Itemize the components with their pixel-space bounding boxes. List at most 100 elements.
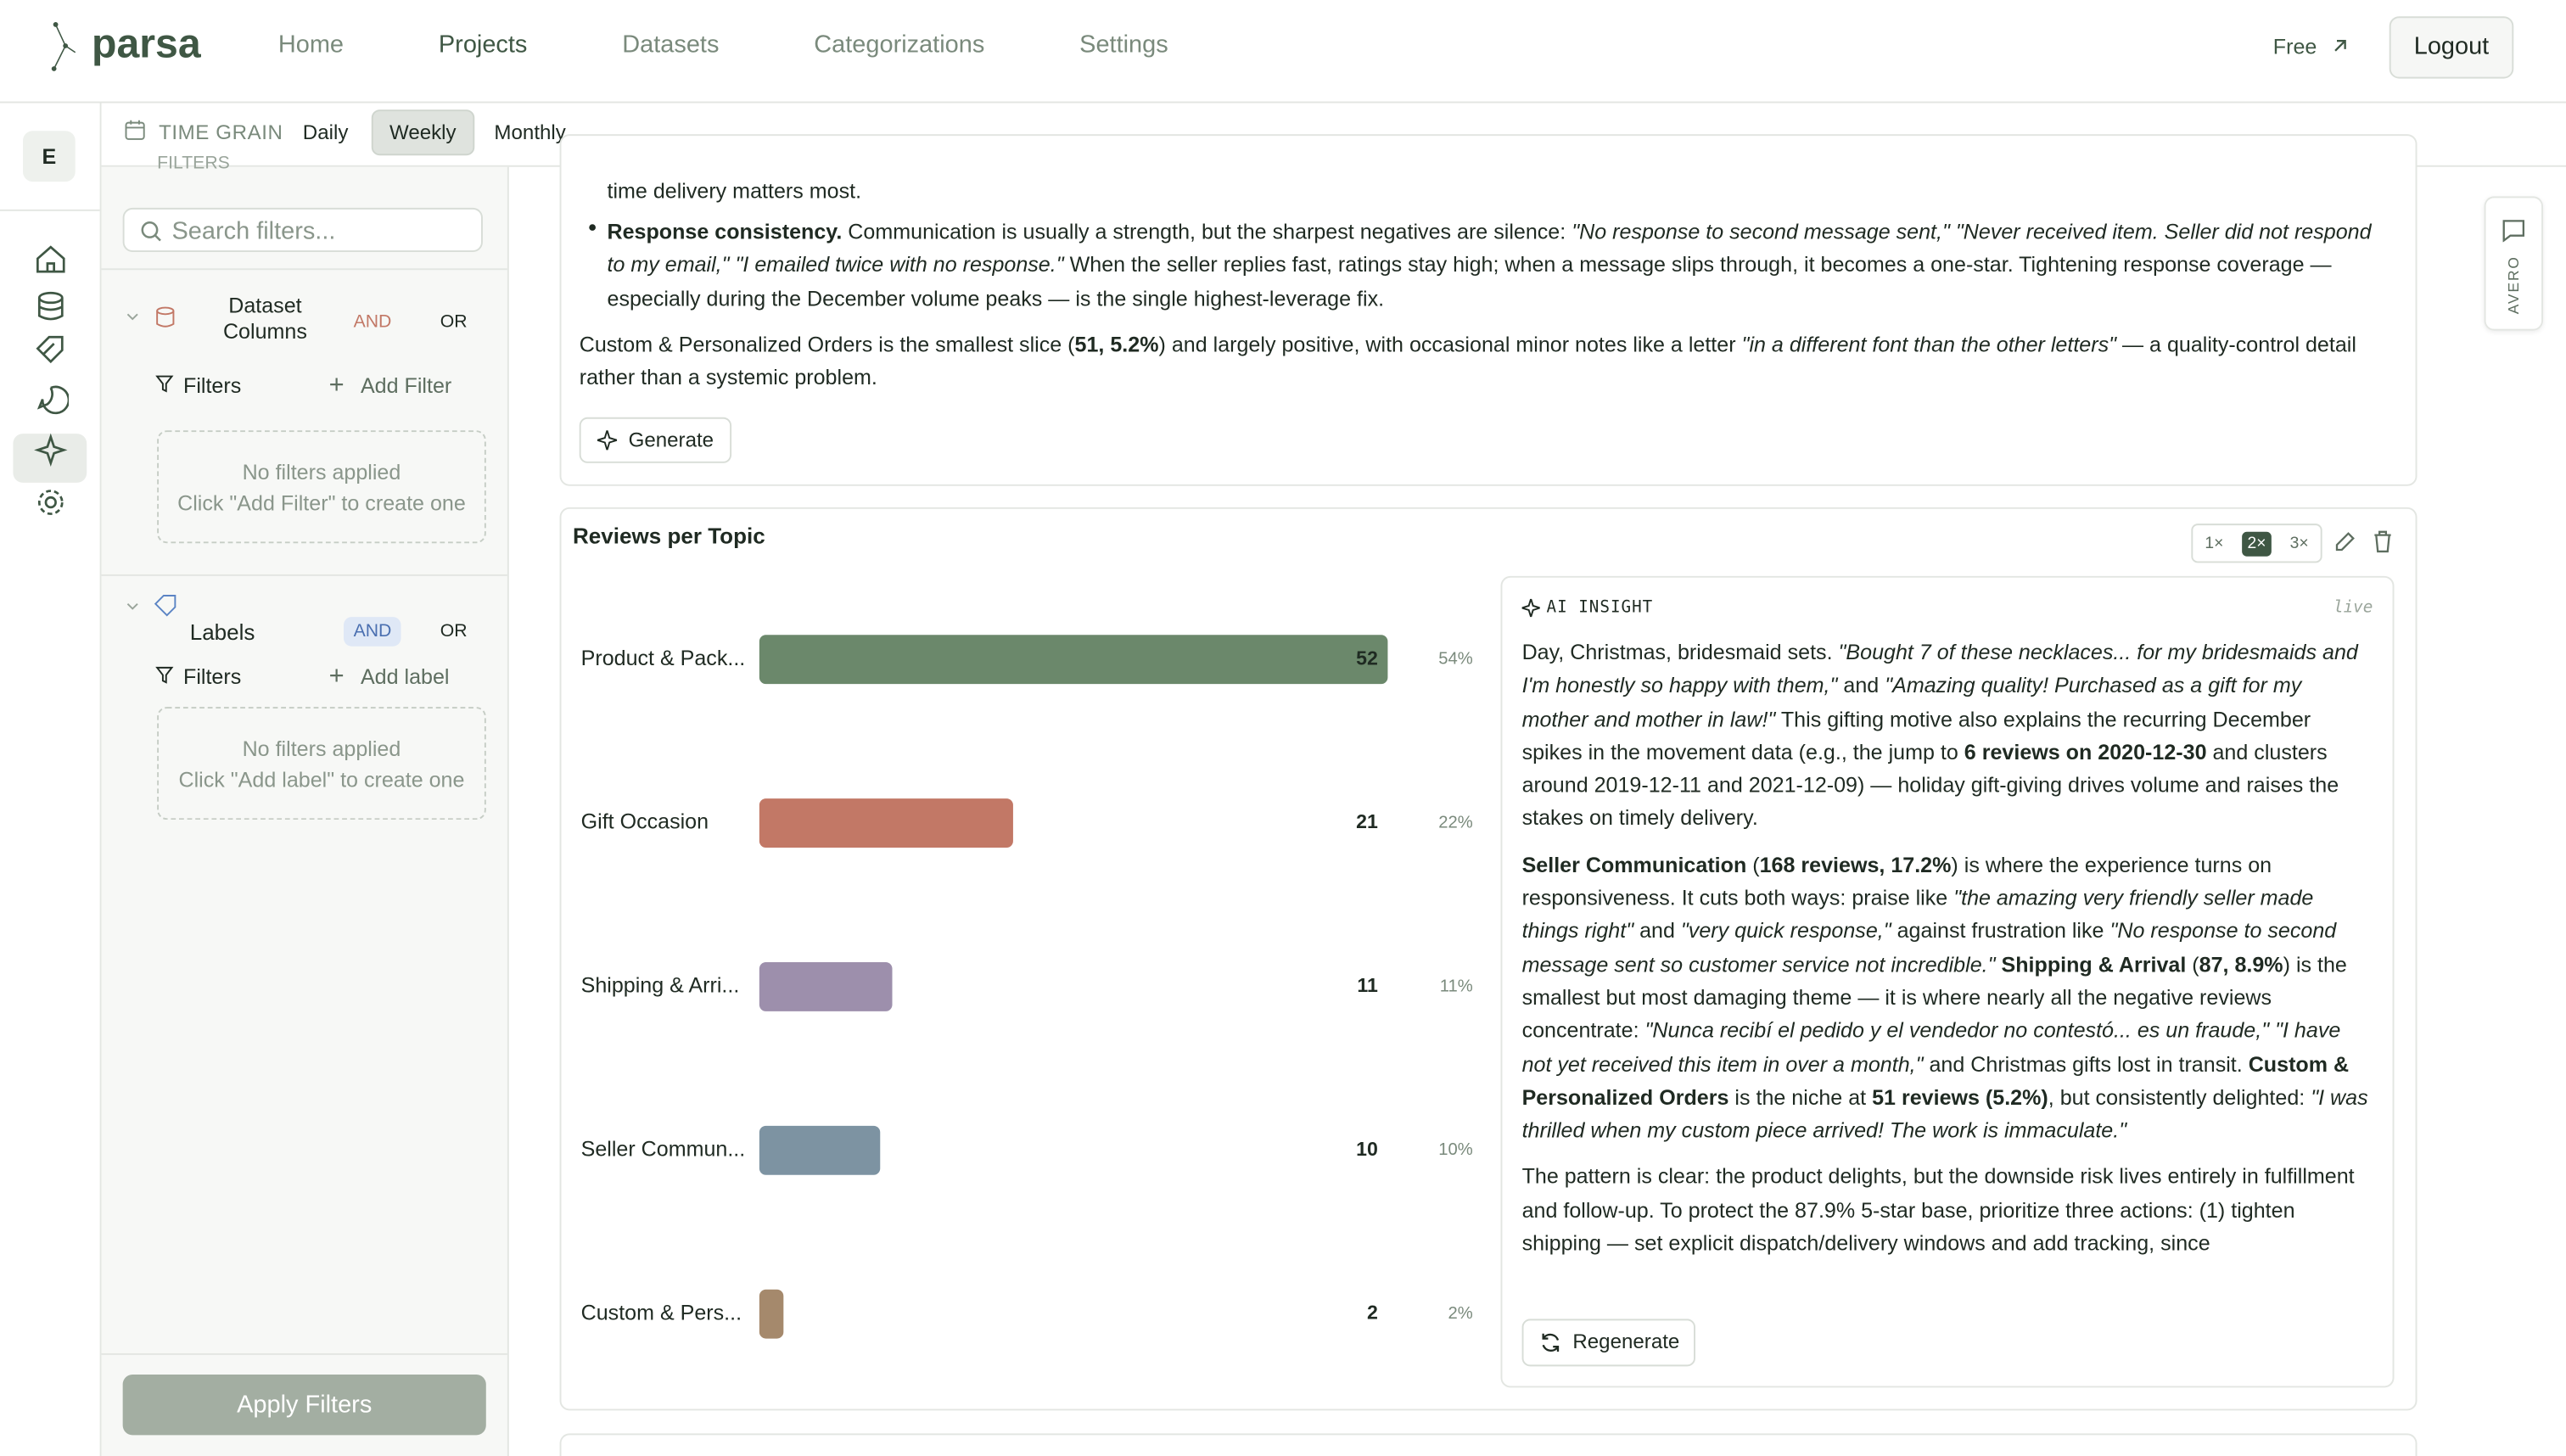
or-toggle[interactable]: OR xyxy=(440,312,468,333)
section-icons xyxy=(126,306,175,328)
text-run: The pattern is clear: the product deligh… xyxy=(1521,1164,2355,1256)
add-filter-button[interactable]: + Add label xyxy=(328,663,450,691)
empty-state: No filters applied Click "Add Filter" to … xyxy=(157,430,486,544)
widget-title: Reviews per Topic xyxy=(572,524,765,549)
percent-label: 10% xyxy=(1438,1140,1473,1159)
text-run: Seller Communication xyxy=(1521,852,1747,877)
external-icon xyxy=(2334,40,2347,52)
search-icon xyxy=(141,221,161,242)
add-filter-text: Add label xyxy=(360,664,450,689)
summary-bullet: Response consistency. Communication is u… xyxy=(607,216,2374,316)
size-option[interactable]: 1× xyxy=(2205,534,2224,552)
category-label: Custom & Pers... xyxy=(581,1301,742,1324)
text-run: When the seller replies fast, ratings st… xyxy=(607,252,2332,311)
insight-paragraph: The pattern is clear: the product deligh… xyxy=(1522,1161,2373,1260)
top-nav: parsa Home Projects Datasets Categorization… xyxy=(0,0,2566,104)
text-run: ( xyxy=(2186,951,2199,977)
text-run: "No response to second message sent so c… xyxy=(1521,918,2337,977)
summary-cut-line: time delivery matters most. xyxy=(607,178,862,204)
text-run: Communication is usually a strength, but… xyxy=(842,219,1572,244)
time-grain-option[interactable]: Monthly xyxy=(494,120,566,144)
text-run: , but consistently delighted: xyxy=(2048,1084,2311,1110)
text-run: Response consistency. xyxy=(607,219,843,244)
or-toggle[interactable]: OR xyxy=(440,621,468,641)
filter-section: Dataset Columns AND OR Filters + Add Filter No… xyxy=(101,285,507,580)
summary-card xyxy=(559,134,2418,486)
and-toggle[interactable]: AND xyxy=(343,617,401,647)
text-run: and xyxy=(1837,673,1885,698)
apply-filters-button[interactable]: Apply Filters xyxy=(122,1374,486,1436)
insight-paragraph: Seller Communication (168 reviews, 17.2%… xyxy=(1522,849,2373,1148)
divider xyxy=(101,1352,507,1355)
sparkle-icon xyxy=(597,430,618,451)
text-run: This gifting motive also explains the re… xyxy=(1521,706,2311,764)
avero-tab[interactable]: AVERO xyxy=(2484,196,2543,331)
search-placeholder: Search filters... xyxy=(171,217,336,246)
divider xyxy=(101,574,507,576)
category-label: Product & Pack... xyxy=(581,647,746,670)
next-card xyxy=(559,1433,2418,1456)
generate-text: Generate xyxy=(628,428,714,452)
nav-link[interactable]: Settings xyxy=(1079,31,1168,59)
size-option[interactable]: 3× xyxy=(2289,534,2309,552)
percent-label: 2% xyxy=(1448,1304,1472,1323)
category-label: Seller Commun... xyxy=(581,1137,746,1161)
text-run: — a quality-control detail rather than a… xyxy=(579,332,2356,390)
category-label: Shipping & Arri... xyxy=(581,974,740,998)
text-run xyxy=(1996,952,2002,977)
sparkle-icon xyxy=(1521,598,1540,618)
plus-icon: + xyxy=(328,663,345,691)
text-run: "I emailed twice with no response." xyxy=(735,252,1064,277)
time-grain-label: TIME GRAIN xyxy=(159,120,283,144)
text-run: is the niche at xyxy=(1728,1084,1873,1110)
value-label: 21 xyxy=(1356,810,1378,832)
nav-link[interactable]: Projects xyxy=(438,31,528,59)
section-icons xyxy=(126,595,176,617)
empty-hint: Click "Add label" to create one xyxy=(178,767,465,792)
text-run: "Never received item. Seller did not res… xyxy=(607,219,2372,277)
value-label: 52 xyxy=(1356,647,1378,669)
generate-button[interactable]: Generate xyxy=(579,417,732,463)
category-label: Gift Occasion xyxy=(581,810,709,834)
add-filter-button[interactable]: + Add Filter xyxy=(329,372,452,399)
text-run: 51, 5.2% xyxy=(1074,332,1159,357)
rail-icons[interactable] xyxy=(33,240,69,518)
percent-label: 54% xyxy=(1438,650,1473,669)
percent-label: 11% xyxy=(1440,977,1473,995)
text-run: "the amazing very friendly seller made t… xyxy=(1521,885,2314,944)
plan-link[interactable]: Free xyxy=(2273,34,2349,59)
time-grain-option[interactable]: Daily xyxy=(302,120,349,144)
size-option[interactable]: 2× xyxy=(2242,530,2272,556)
text-run: ( xyxy=(1746,852,1760,877)
and-toggle[interactable]: AND xyxy=(353,312,392,333)
nav-link[interactable]: Datasets xyxy=(622,31,720,59)
bullet-dot xyxy=(589,224,596,231)
filter-icon xyxy=(155,375,174,393)
empty-state: No filters applied Click "Add label" to c… xyxy=(157,707,486,820)
text-run: Shipping & Arrival xyxy=(2001,951,2187,977)
search-input[interactable]: Search filters... xyxy=(122,207,483,252)
text-run: "Amazing quality! Purchased as a gift fo… xyxy=(1521,673,2302,731)
text-run: "very quick response," xyxy=(1680,918,1891,944)
text-run: Day, Christmas, bridesmaid sets. xyxy=(1521,640,1839,664)
bar xyxy=(759,798,1013,848)
avatar[interactable]: E xyxy=(22,131,76,182)
value-label: 10 xyxy=(1356,1138,1378,1160)
bar xyxy=(759,1289,784,1339)
nav-link[interactable]: Categorizations xyxy=(814,31,985,59)
bar xyxy=(759,1125,881,1175)
empty-title: No filters applied xyxy=(242,459,401,484)
section-title: Labels xyxy=(189,619,255,645)
text-run: and Christmas gifts lost in transit. xyxy=(1923,1051,2249,1077)
regenerate-button[interactable]: Regenerate xyxy=(1521,1319,1695,1367)
divider xyxy=(0,209,100,211)
insight-paragraph: Day, Christmas, bridesmaid sets. "Bought… xyxy=(1522,636,2373,836)
widget-actions[interactable] xyxy=(2332,529,2397,555)
empty-title: No filters applied xyxy=(242,736,401,761)
logout-button[interactable]: Logout xyxy=(2389,16,2514,79)
brand[interactable]: parsa xyxy=(91,21,201,68)
time-grain-option[interactable]: Weekly xyxy=(371,109,474,156)
text-run: 6 reviews on 2020-12-30 xyxy=(1964,739,2207,764)
filter-section: Labels AND OR Filters + Add label No filters a… xyxy=(102,587,507,882)
nav-link[interactable]: Home xyxy=(277,31,345,59)
